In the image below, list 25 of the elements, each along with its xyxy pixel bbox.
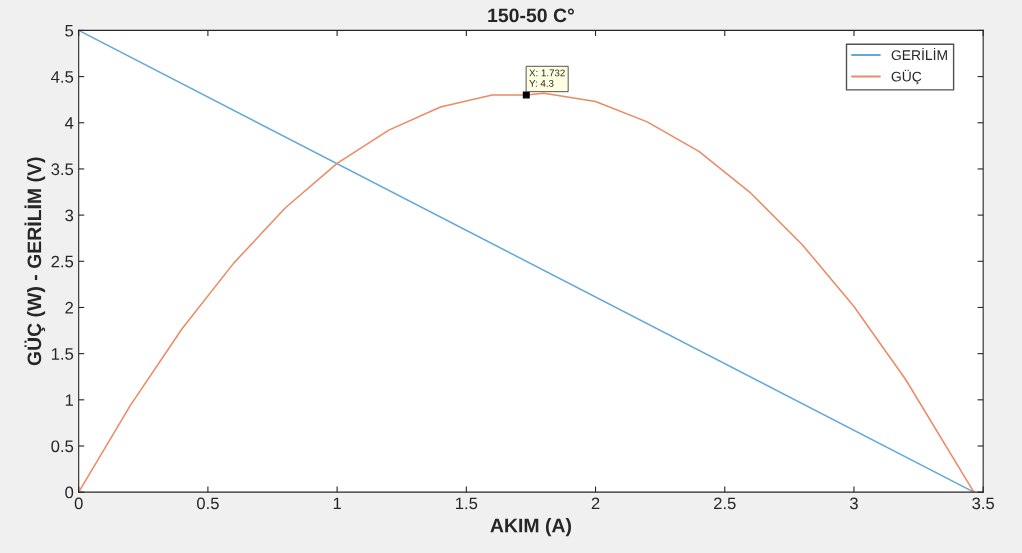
x-axis-title: AKIM (A) — [490, 518, 571, 537]
y-tick-label: 0 — [65, 486, 74, 499]
x-tick-label: 3.5 — [972, 497, 995, 510]
y-tick-label: 2 — [65, 301, 73, 314]
x-tick-label: 1.5 — [456, 497, 478, 510]
y-tick-label: 3.5 — [51, 163, 74, 176]
y-tick-label: 1 — [65, 394, 74, 406]
y-tick-label: 5 — [65, 24, 74, 37]
annotation: X: 1.732 Y: 4.3 — [529, 69, 565, 87]
legend-label: GERİLİM — [891, 47, 947, 61]
y-tick-label: 4.5 — [51, 71, 74, 83]
y-tick-label: 3 — [65, 209, 74, 222]
x-tick-label: 2.5 — [714, 497, 736, 510]
x-tick-label: 1 — [333, 497, 341, 510]
x-tick-label: 0 — [74, 497, 83, 510]
chart-title: 150-50 C° — [488, 8, 574, 23]
x-tick-label: 2 — [591, 497, 600, 510]
y-tick-label: 2.5 — [51, 255, 74, 268]
x-tick-label: 0.5 — [196, 497, 219, 510]
y-axis-title: GÜÇ (W) - GERİLİM (V) — [24, 157, 46, 366]
legend-label: GÜÇ — [891, 69, 922, 85]
x-tick-label: 3 — [849, 497, 858, 510]
y-tick-label: 1.5 — [51, 348, 74, 360]
y-tick-label: 0.5 — [51, 440, 74, 453]
y-tick-label: 4 — [64, 117, 74, 129]
